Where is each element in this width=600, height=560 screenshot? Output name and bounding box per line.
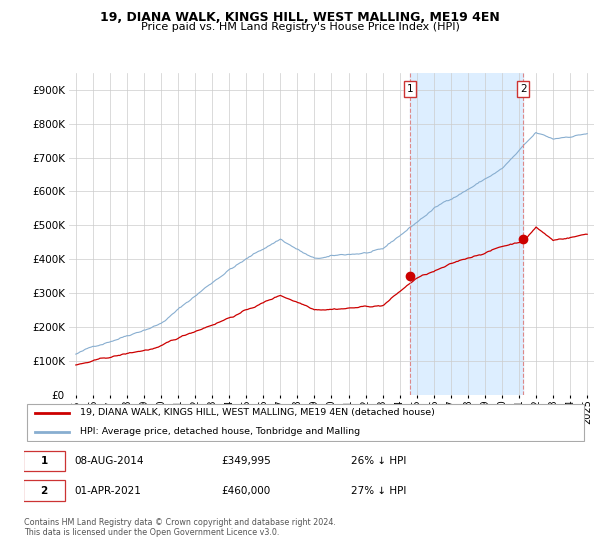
Text: 2: 2	[520, 84, 527, 94]
Bar	[410, 73, 523, 395]
Text: 2: 2	[40, 486, 47, 496]
Text: Price paid vs. HM Land Registry's House Price Index (HPI): Price paid vs. HM Land Registry's House …	[140, 22, 460, 32]
Text: 19, DIANA WALK, KINGS HILL, WEST MALLING, ME19 4EN (detached house): 19, DIANA WALK, KINGS HILL, WEST MALLING…	[80, 408, 435, 417]
Text: 1: 1	[40, 456, 47, 466]
Text: Contains HM Land Registry data © Crown copyright and database right 2024.
This d: Contains HM Land Registry data © Crown c…	[24, 518, 336, 538]
Text: 1: 1	[407, 84, 413, 94]
FancyBboxPatch shape	[23, 451, 65, 471]
Text: 27% ↓ HPI: 27% ↓ HPI	[351, 486, 406, 496]
Text: £349,995: £349,995	[221, 456, 271, 466]
Text: 19, DIANA WALK, KINGS HILL, WEST MALLING, ME19 4EN: 19, DIANA WALK, KINGS HILL, WEST MALLING…	[100, 11, 500, 24]
Text: 26% ↓ HPI: 26% ↓ HPI	[351, 456, 406, 466]
FancyBboxPatch shape	[23, 480, 65, 501]
Text: HPI: Average price, detached house, Tonbridge and Malling: HPI: Average price, detached house, Tonb…	[80, 427, 361, 436]
Text: 01-APR-2021: 01-APR-2021	[75, 486, 142, 496]
FancyBboxPatch shape	[27, 404, 584, 441]
Text: 08-AUG-2014: 08-AUG-2014	[75, 456, 144, 466]
Text: £460,000: £460,000	[221, 486, 271, 496]
